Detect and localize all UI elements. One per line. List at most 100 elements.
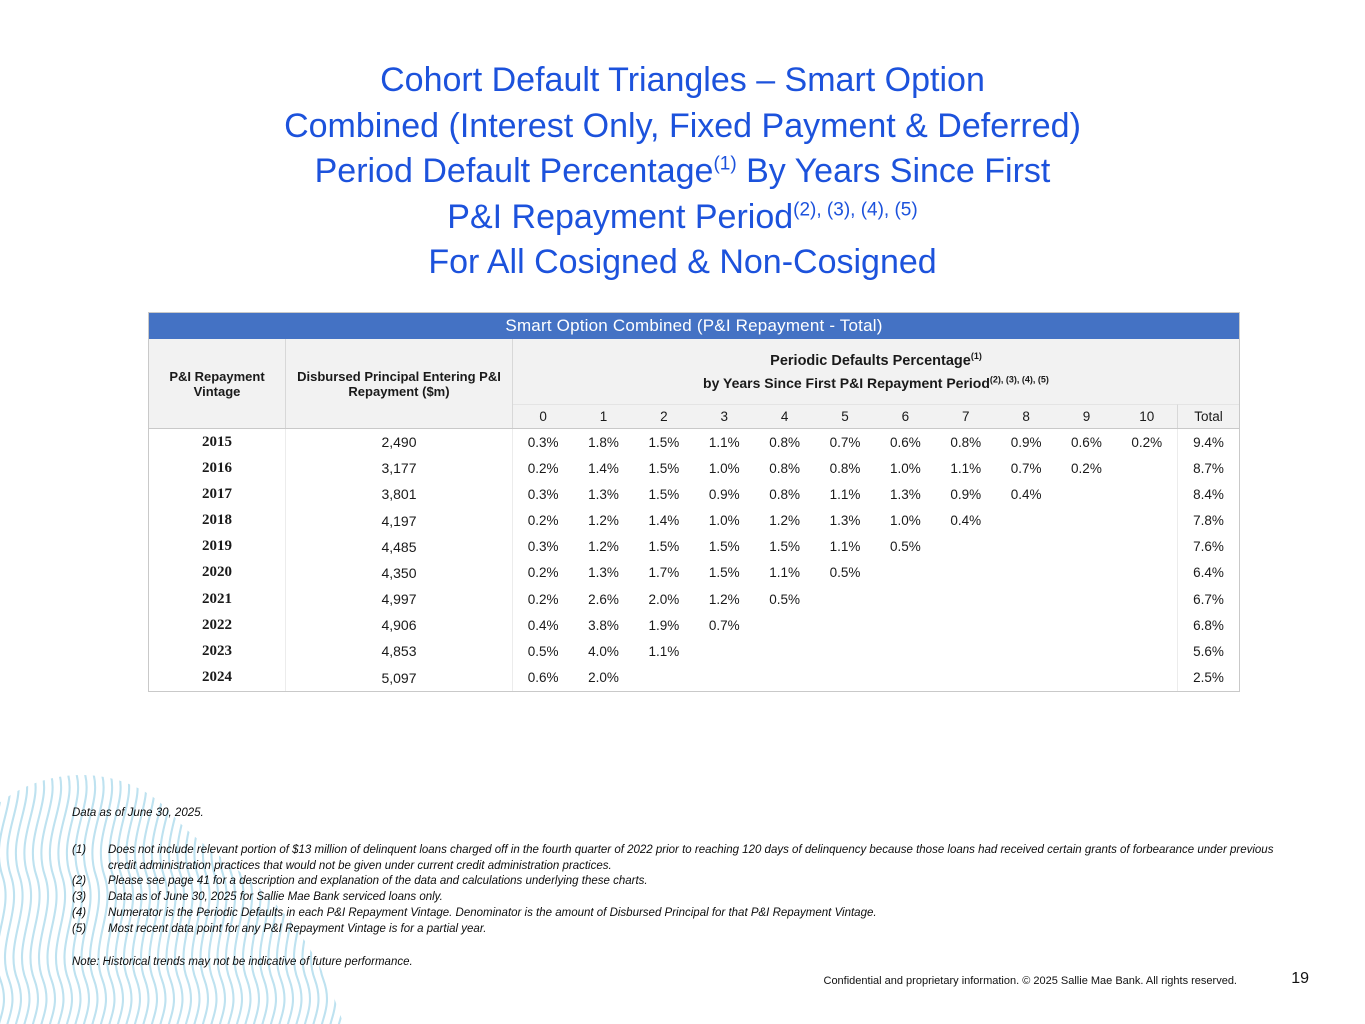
page-number: 19 (1291, 970, 1309, 987)
total-cell: 7.6% (1176, 533, 1239, 560)
table-row-2024: 2024 5,097 0.6% 2.0% 2.5% (149, 664, 1239, 691)
vintage-cell: 2023 (149, 638, 286, 665)
pct-cell: 4.0% (588, 643, 619, 659)
footnote-number: (1) (72, 843, 87, 856)
pct-cell (1117, 455, 1177, 481)
vintage-cell: 2020 (149, 559, 286, 587)
principal-cell: 4,350 (286, 559, 513, 587)
year-col-header-8: 8 (995, 404, 1057, 428)
pct-cell: 0.3% (527, 539, 559, 555)
pct-cell (1056, 508, 1116, 534)
pct-cell (754, 665, 814, 691)
pct-cell: 1.3% (829, 513, 861, 529)
table-row-2019: 2019 4,485 0.3% 1.2% 1.5% 1.5% 1.5% 1.1% 0.5% 7.6… (149, 533, 1239, 560)
vintage-cell: 2017 (149, 481, 286, 508)
pct-cell: 0.8% (769, 486, 801, 502)
total-cell: 6.7% (1176, 586, 1239, 613)
confidentiality-notice: Confidential and proprietary information… (823, 975, 1238, 987)
pct-cell: 0.7% (708, 617, 740, 633)
pct-cell (1117, 508, 1177, 534)
pct-cell (694, 665, 754, 691)
pct-cell: 1.3% (889, 486, 921, 502)
footnote-item: (4) Numerator is the Periodic Defaults in… (72, 906, 1300, 922)
pct-cell (1056, 665, 1116, 691)
pct-cell: 0.5% (527, 643, 559, 659)
pct-cell: 1.4% (648, 513, 680, 529)
footnote-number: (4) (72, 906, 87, 919)
pct-cell (875, 612, 935, 638)
year-col-header-0: 0 (513, 404, 574, 428)
pct-cell (996, 665, 1056, 691)
principal-cell: 3,177 (286, 455, 513, 482)
pct-cell (815, 586, 875, 612)
footnotes: Data as of June 30, 2025. (1) Does not in… (72, 806, 1300, 970)
pct-cell: 2.6% (588, 591, 619, 607)
footnote-refs-2345: (2), (3), (4), (5) (793, 199, 918, 221)
pct-cell: 1.1% (648, 643, 680, 659)
pct-cell: 2.0% (588, 670, 619, 686)
pct-cell: 1.5% (648, 460, 680, 476)
pct-cell (936, 560, 996, 586)
title-line-1: Cohort Default Triangles – Smart Option (380, 61, 985, 99)
year-col-header-6: 6 (875, 404, 936, 428)
principal-cell: 2,490 (286, 429, 513, 456)
pct-cell: 0.5% (769, 591, 801, 607)
pct-cell: 1.1% (829, 486, 861, 502)
col-header-periodic-defaults: Periodic Defaults Percentage(1) by Years… (703, 350, 1049, 391)
footnote-number: (2) (72, 875, 87, 888)
pct-cell: 1.4% (588, 460, 619, 476)
vintage-cell: 2015 (149, 429, 286, 456)
pct-cell (754, 638, 814, 664)
pct-cell (936, 638, 996, 664)
pct-cell: 0.2% (527, 565, 559, 581)
footnote-list: (1) Does not include relevant portion of … (72, 843, 1300, 938)
pct-cell (754, 612, 814, 638)
footnote-item: (5) Most recent data point for any P&I Re… (72, 922, 1300, 938)
vintage-cell: 2019 (149, 533, 286, 560)
footnote-refs-2345: (2), (3), (4), (5) (989, 373, 1049, 384)
footnote-text: Numerator is the Periodic Defaults in ea… (108, 906, 877, 919)
pct-cell: 0.2% (527, 513, 559, 529)
pct-cell: 0.6% (1071, 434, 1102, 450)
total-cell: 7.8% (1176, 507, 1239, 534)
total-cell: 9.4% (1176, 429, 1239, 456)
pct-cell: 0.2% (527, 591, 559, 607)
pct-cell (1056, 481, 1116, 507)
principal-cell: 4,853 (286, 638, 513, 665)
footnote-text: Please see page 41 for a description and… (108, 875, 648, 888)
pct-cell: 1.9% (648, 617, 680, 633)
pct-cell: 1.5% (648, 486, 680, 502)
principal-cell: 4,485 (286, 533, 513, 560)
pct-cell (996, 612, 1056, 638)
table-body: 2015 2,490 0.3% 1.8% 1.5% 1.1% 0.8% 0.7% 0.6% 0.8… (149, 429, 1239, 691)
total-col-header: Total (1176, 404, 1239, 428)
pct-cell: 1.2% (588, 513, 619, 529)
pct-cell (1056, 586, 1116, 612)
table-row-2015: 2015 2,490 0.3% 1.8% 1.5% 1.1% 0.8% 0.7% 0.6% 0.8… (149, 429, 1239, 456)
pct-cell: 1.1% (708, 434, 740, 450)
pct-cell: 1.1% (829, 539, 861, 555)
footnote-text: Data as of June 30, 2025 for Sallie Mae … (108, 891, 443, 904)
footnote-ref-1: (1) (713, 153, 737, 175)
pct-cell (815, 612, 875, 638)
pct-cell: 1.3% (588, 486, 619, 502)
footnote-text: Does not include relevant portion of $13… (108, 843, 1274, 872)
pct-cell: 0.2% (1131, 434, 1163, 450)
title-line-2: Combined (Interest Only, Fixed Payment &… (284, 106, 1081, 145)
footnote-item: (2) Please see page 41 for a description … (72, 874, 1300, 890)
table-row-2020: 2020 4,350 0.2% 1.3% 1.7% 1.5% 1.1% 0.5% 6.4% (149, 559, 1239, 587)
pct-cell: 1.5% (769, 539, 801, 555)
pct-cell: 1.5% (648, 434, 680, 450)
vintage-cell: 2016 (149, 455, 286, 482)
table-row-2017: 2017 3,801 0.3% 1.3% 1.5% 0.9% 0.8% 1.1% 1.3% 0.9… (149, 481, 1239, 508)
col-header-principal: Disbursed Principal Entering P&I Repayme… (286, 339, 513, 428)
pct-cell: 0.5% (889, 539, 921, 555)
cohort-default-table: Smart Option Combined (P&I Repayment - T… (148, 312, 1240, 692)
total-cell: 8.4% (1176, 481, 1239, 508)
pct-cell: 1.2% (708, 591, 740, 607)
pct-cell (996, 560, 1056, 586)
pct-cell (996, 508, 1056, 534)
footnote-number: (3) (72, 891, 87, 904)
footnote-ref-1: (1) (970, 350, 982, 361)
